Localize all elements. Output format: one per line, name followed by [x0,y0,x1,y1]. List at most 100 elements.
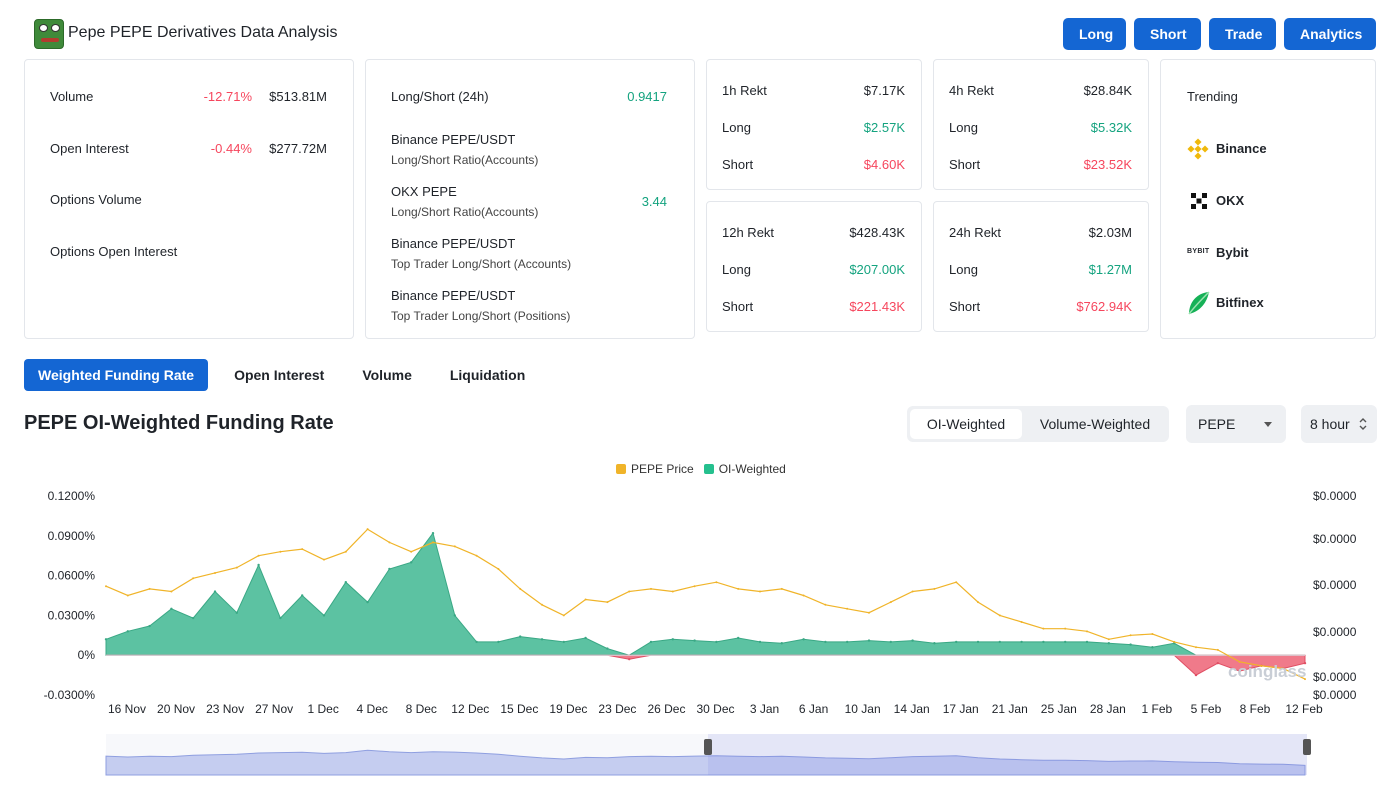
rekt-title: 1h Rekt [722,83,767,98]
tab-open-interest[interactable]: Open Interest [234,367,325,383]
y-axis-right: $0.0000 $0.0000 $0.0000 $0.0000 $0.0000 $0.00… [1313,489,1357,702]
oi-weighted-option[interactable]: OI-Weighted [910,409,1022,439]
pepe-price-point [279,550,282,553]
x-axis: 16 Nov 20 Nov 23 Nov 27 Nov 1 Dec 4 Dec 8 Dec 1… [108,702,1323,716]
trending-item-label: Bitfinex [1216,295,1264,310]
rekt-long-label: Long [949,262,978,277]
pepe-price-point [759,590,761,593]
pepe-price-point [802,594,805,597]
oi-weighted-point [1303,661,1307,665]
rekt-total: $28.84K [1083,83,1132,98]
x-tick-label: 17 Jan [943,702,979,716]
rekt-short-value: $221.43K [849,299,905,314]
rekt-short-value: $762.94K [1076,299,1132,314]
tab-weighted-funding-rate[interactable]: Weighted Funding Rate [24,359,209,391]
oi-weighted-point [213,590,217,593]
interval-select[interactable]: 8 hour [1301,405,1377,443]
ratio-label: Binance PEPE/USDT [391,236,516,251]
trending-item-bybit[interactable]: BYBIT Bybit [1161,242,1375,264]
pepe-price-point [1086,630,1088,633]
trending-item-label: Bybit [1216,245,1249,260]
legend-item-price[interactable]: PEPE Price [616,462,694,476]
pepe-price-point [105,585,107,588]
oi-weighted-point [867,639,871,642]
y-right-tick-label: $0.0000 [1313,578,1357,592]
pepe-price-point [366,528,369,531]
y-right-tick-label: $0.0000 [1313,688,1357,702]
up-down-chevron-icon [1359,418,1367,430]
volume-weighted-option[interactable]: Volume-Weighted [1039,416,1151,432]
y-left-tick-label: -0.0300% [44,688,96,702]
pepe-price-point [410,550,413,553]
y-left-tick-label: 0.0600% [48,569,96,583]
pepe-price-point [257,554,260,557]
short-button[interactable]: Short [1134,18,1201,50]
oi-weighted-point [846,640,849,644]
trending-item-bitfinex[interactable]: Bitfinex [1161,290,1375,316]
legend-label-oi: OI-Weighted [718,462,786,476]
x-tick-label: 4 Dec [357,702,388,716]
trending-title: Trending [1187,89,1238,104]
x-tick-label: 23 Dec [598,702,636,716]
long-short-ratio-card: Long/Short (24h) 0.9417 Binance PEPE/USD… [365,59,695,339]
oi-weighted-point [649,640,653,644]
oi-weighted-point [737,636,740,640]
x-tick-label: 5 Feb [1191,702,1222,716]
pepe-price-point [868,611,870,614]
pepe-price-point [650,587,652,590]
oi-weighted-point [410,561,413,564]
oi-weighted-point [322,614,326,617]
rekt-card-24h: 24h Rekt $2.03M Long $1.27M Short $762.94K [933,201,1149,332]
coin-select[interactable]: PEPE [1186,405,1286,443]
pepe-price-point [1195,646,1197,649]
legend-item-oi[interactable]: OI-Weighted [703,462,786,476]
oi-weighted-point [758,640,762,644]
oi-weighted-point [606,647,609,650]
trending-item-okx[interactable]: OKX [1161,190,1375,212]
oi-weighted-point [1216,661,1220,665]
pepe-price-point [628,590,631,593]
ratio-label: Binance PEPE/USDT [391,288,516,303]
oi-weighted-point [1238,669,1241,673]
oi-weighted-negative-area [106,654,1306,676]
y-left-tick-label: 0.1200% [48,489,96,503]
pepe-price-point [584,598,587,601]
rekt-title: 12h Rekt [722,225,775,240]
oi-weighted-point [1085,640,1089,644]
tab-volume[interactable]: Volume [362,367,412,383]
top-button-group: Long Short Trade Analytics [1063,18,1376,50]
y-left-tick-label: 0.0900% [48,529,96,543]
navigator-handle-left[interactable] [704,739,712,755]
rekt-long-value: $5.32K [1090,120,1132,135]
analytics-button[interactable]: Analytics [1284,18,1376,50]
trending-item-binance[interactable]: Binance [1161,138,1375,160]
navigator-area [105,749,1306,776]
pepe-price-line [105,528,1306,680]
funding-rate-chart[interactable]: 0.1200% 0.0900% 0.0600% 0.0300% 0% -0.0300% $… [0,480,1400,798]
navigator-handle-right[interactable] [1303,739,1311,755]
navigator-selection[interactable] [708,734,1307,775]
pepe-price-point [235,566,238,569]
y-left-tick-label: 0% [78,648,96,662]
stats-change: -12.71% [203,89,252,104]
oi-weighted-point [475,640,478,644]
rekt-long-label: Long [722,120,751,135]
pepe-price-point [606,601,609,604]
pepe-price-point [148,587,151,590]
oi-weighted-point [1151,646,1154,649]
pepe-price-point [977,601,979,604]
caret-down-icon [1264,422,1272,427]
long-button[interactable]: Long [1063,18,1126,50]
ratio-sublabel: Long/Short Ratio(Accounts) [391,205,539,219]
pepe-price-point [214,571,216,574]
binance-icon [1187,138,1209,160]
x-tick-label: 26 Dec [647,702,685,716]
rekt-short-label: Short [722,299,754,314]
oi-weighted-point [955,640,958,644]
rekt-total: $2.03M [1088,225,1132,240]
trade-button[interactable]: Trade [1209,18,1276,50]
chart-title: PEPE OI-Weighted Funding Rate [24,412,334,434]
stats-change: -0.44% [210,141,252,156]
legend-swatch-price [616,464,626,474]
tab-liquidation[interactable]: Liquidation [449,367,526,383]
